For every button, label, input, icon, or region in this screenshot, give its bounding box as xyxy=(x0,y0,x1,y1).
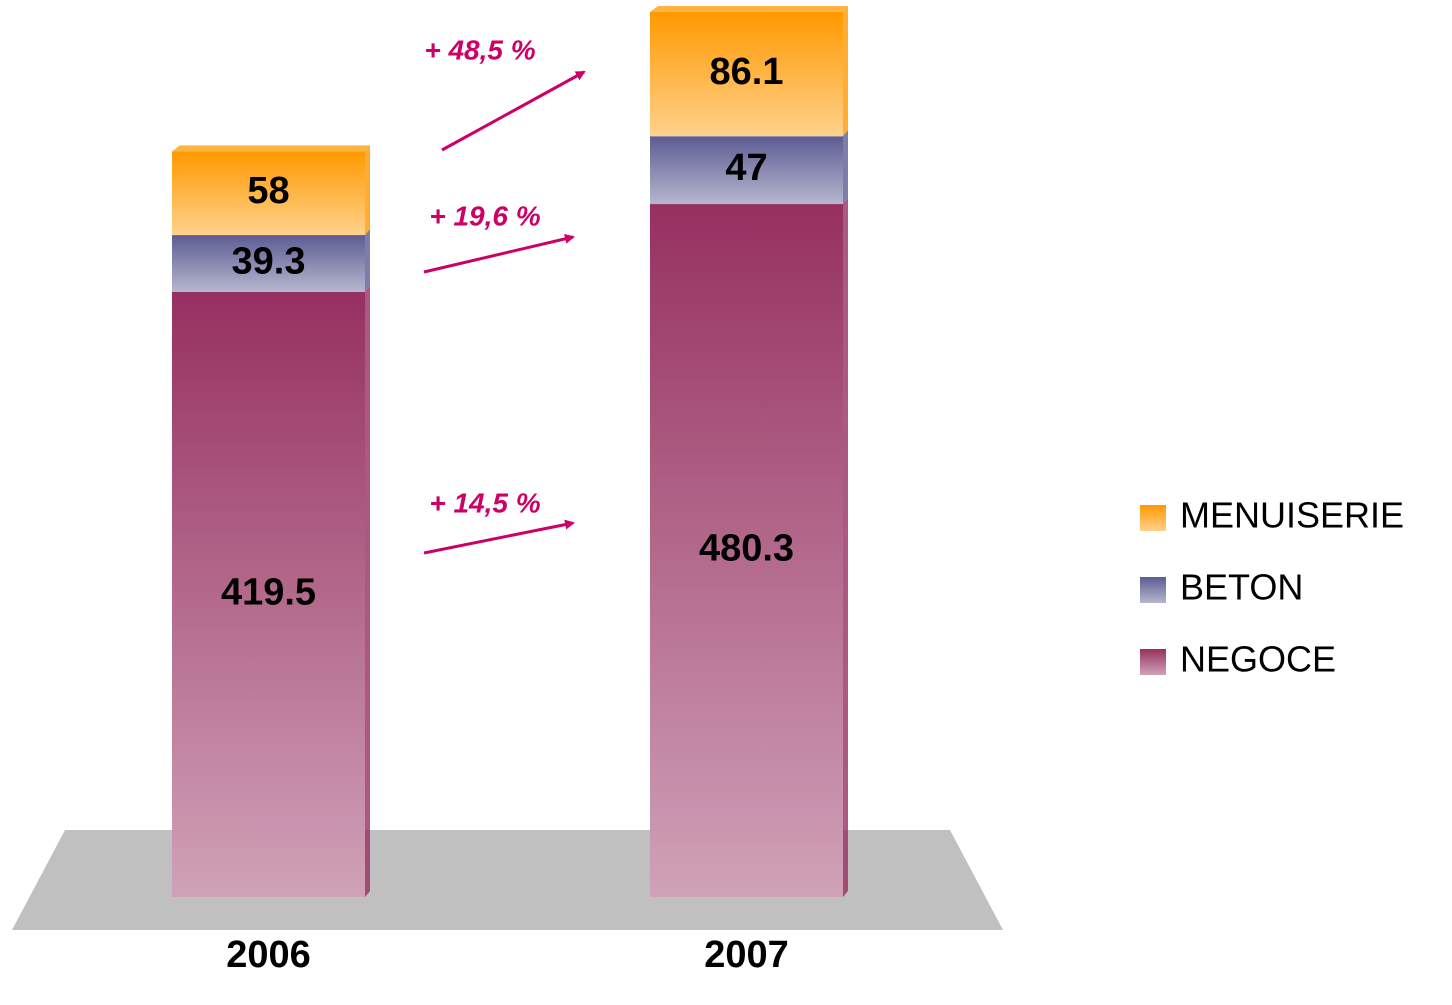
bar-segment xyxy=(172,291,365,897)
legend-label: NEGOCE xyxy=(1180,639,1336,680)
value-label: 86.1 xyxy=(710,51,784,93)
annotation: + 48,5 % xyxy=(424,34,535,65)
bar-side xyxy=(365,145,370,236)
bar-segment xyxy=(172,151,365,236)
legend-label: MENUISERIE xyxy=(1180,495,1404,536)
bar-side xyxy=(843,130,848,205)
x-tick-label: 2007 xyxy=(704,934,789,976)
legend-swatch xyxy=(1140,577,1166,603)
bar-side xyxy=(365,285,370,897)
floor xyxy=(12,830,1003,930)
bar-segment xyxy=(650,204,843,897)
annotation: + 14,5 % xyxy=(429,487,540,518)
legend-label: BETON xyxy=(1180,567,1303,608)
bar-side xyxy=(365,229,370,292)
bar-top xyxy=(650,6,848,12)
annotation: + 19,6 % xyxy=(429,200,540,231)
value-label: 419.5 xyxy=(221,571,316,613)
arrow xyxy=(423,233,575,274)
value-label: 480.3 xyxy=(699,528,794,570)
arrow xyxy=(423,519,575,555)
bar-side xyxy=(843,6,848,137)
value-label: 58 xyxy=(247,170,289,212)
bar-segment xyxy=(650,136,843,205)
legend-swatch xyxy=(1140,649,1166,675)
bar-segment xyxy=(650,12,843,137)
bar-top xyxy=(172,145,370,152)
arrow xyxy=(441,70,586,152)
value-label: 39.3 xyxy=(232,240,306,282)
bar-side xyxy=(843,198,848,897)
bar-segment xyxy=(172,235,365,292)
legend-swatch xyxy=(1140,505,1166,531)
x-tick-label: 2006 xyxy=(226,934,311,976)
value-label: 47 xyxy=(725,147,767,189)
arrows xyxy=(423,70,586,555)
